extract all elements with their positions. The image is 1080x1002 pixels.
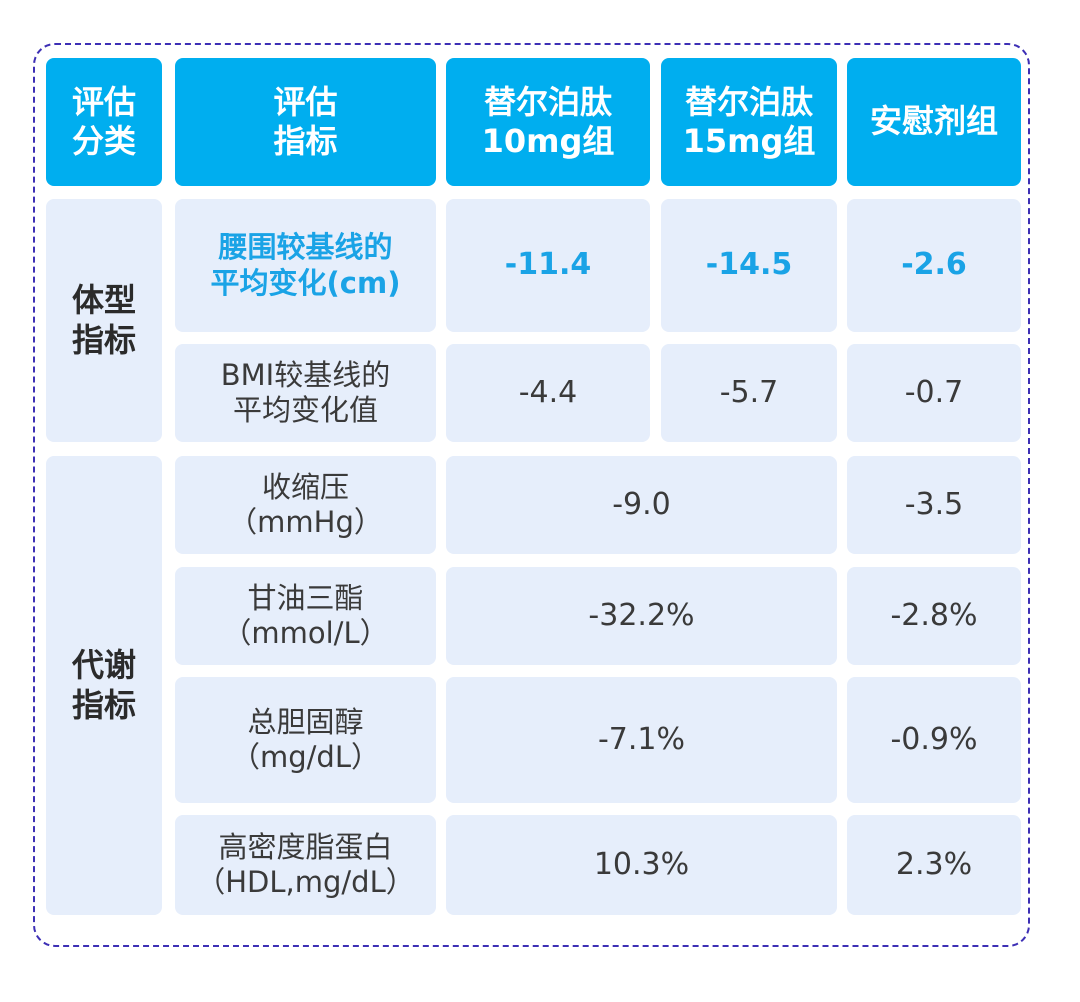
value-waist-10mg: -11.4 [446, 199, 650, 332]
row-label-systolic: 收缩压 （mmHg） [175, 456, 436, 554]
value-hdl-placebo: 2.3% [847, 815, 1021, 915]
value-systolic-placebo: -3.5 [847, 456, 1021, 554]
value-systolic-tirzepatide: -9.0 [446, 456, 837, 554]
header-indicator: 评估 指标 [175, 58, 436, 186]
header-category: 评估 分类 [46, 58, 162, 186]
value-hdl-tirzepatide: 10.3% [446, 815, 837, 915]
value-triglycerides-placebo: -2.8% [847, 567, 1021, 665]
table-frame [33, 43, 1030, 947]
value-bmi-15mg: -5.7 [661, 344, 837, 442]
row-label-waist: 腰围较基线的 平均变化(cm) [175, 199, 436, 332]
value-total-cholesterol-placebo: -0.9% [847, 677, 1021, 803]
header-placebo: 安慰剂组 [847, 58, 1021, 186]
value-total-cholesterol-tirzepatide: -7.1% [446, 677, 837, 803]
value-triglycerides-tirzepatide: -32.2% [446, 567, 837, 665]
header-group-10mg: 替尔泊肽 10mg组 [446, 58, 650, 186]
row-label-triglycerides: 甘油三酯 （mmol/L） [175, 567, 436, 665]
header-group-15mg: 替尔泊肽 15mg组 [661, 58, 837, 186]
value-waist-placebo: -2.6 [847, 199, 1021, 332]
row-label-hdl: 高密度脂蛋白 （HDL,mg/dL） [175, 815, 436, 915]
value-bmi-10mg: -4.4 [446, 344, 650, 442]
category-metabolic: 代谢 指标 [46, 456, 162, 915]
value-bmi-placebo: -0.7 [847, 344, 1021, 442]
value-waist-15mg: -14.5 [661, 199, 837, 332]
row-label-bmi: BMI较基线的 平均变化值 [175, 344, 436, 442]
category-body-shape: 体型 指标 [46, 199, 162, 442]
row-label-total-cholesterol: 总胆固醇 （mg/dL） [175, 677, 436, 803]
